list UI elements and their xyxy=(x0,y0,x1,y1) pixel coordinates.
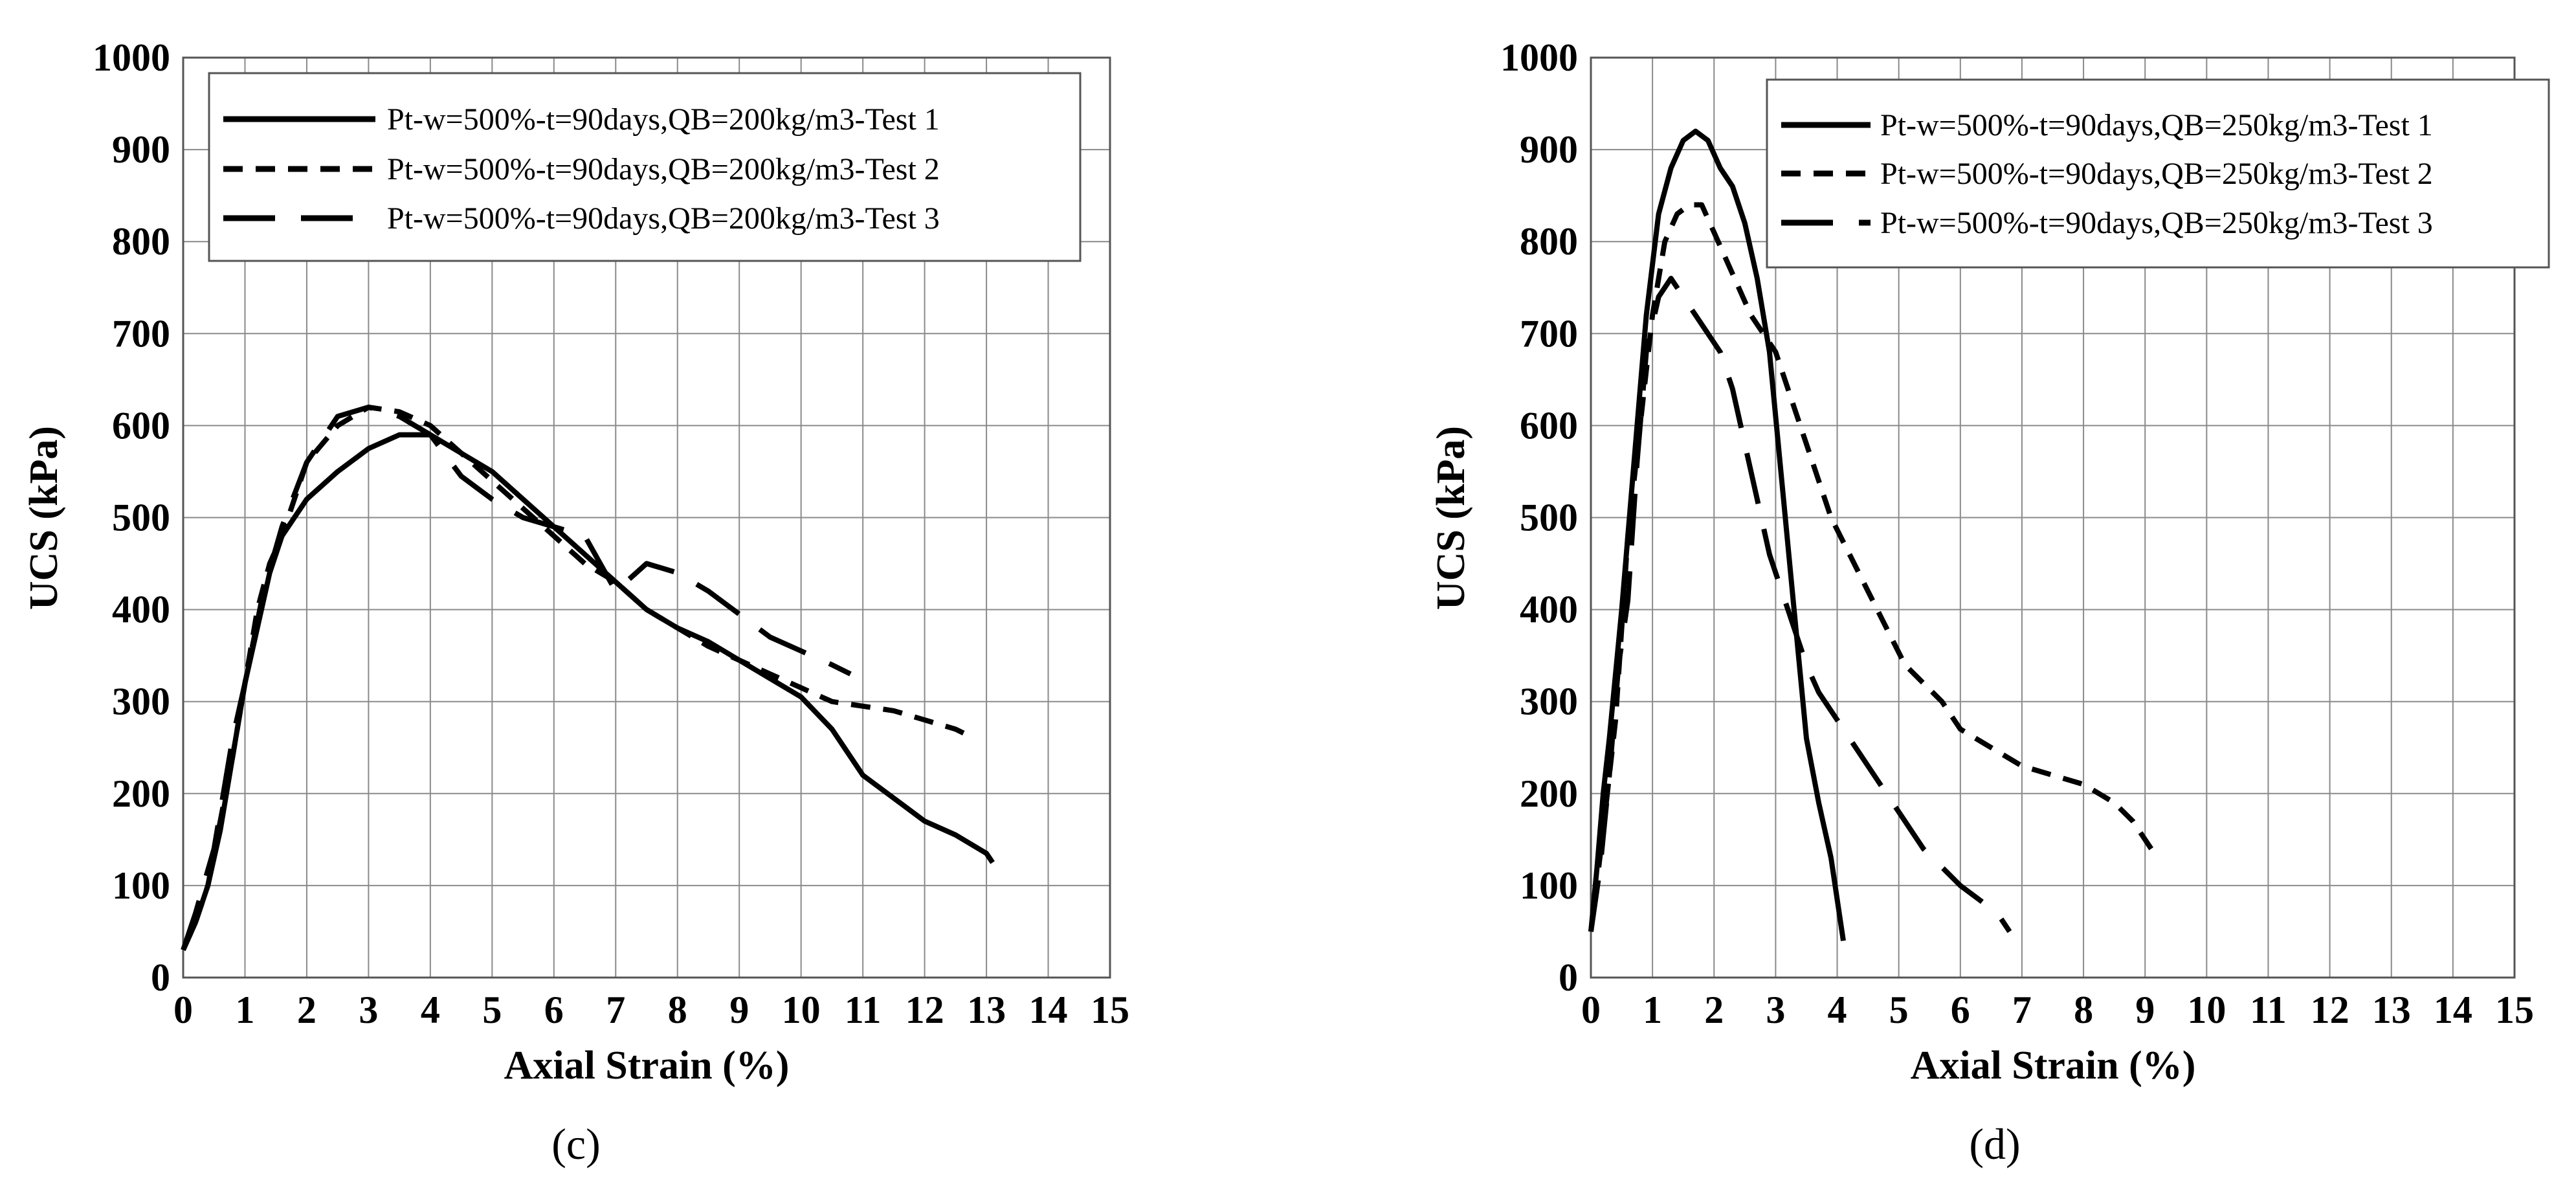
x-tick-label-c-12: 12 xyxy=(905,989,944,1031)
y-tick-label-c-4: 400 xyxy=(112,588,170,631)
x-ticks-d: 0 1 2 3 4 5 6 7 8 9 10 11 12 13 14 15 xyxy=(1581,989,2534,1031)
panel-label-c: (c) xyxy=(551,1119,600,1169)
y-tick-label-c-10: 1000 xyxy=(93,36,170,79)
y-tick-label-d-2: 200 xyxy=(1520,772,1578,815)
x-tick-label-d-8: 8 xyxy=(2074,989,2093,1031)
y-tick-label-c-0: 0 xyxy=(151,956,170,999)
series-line-d-test-1 xyxy=(1588,128,1846,941)
y-tick-label-c-3: 300 xyxy=(112,680,170,723)
x-tick-label-d-11: 11 xyxy=(2250,989,2287,1031)
series-line-c-test-3 xyxy=(181,405,852,951)
plot-frame-c xyxy=(182,56,1111,979)
x-tick-label-c-6: 6 xyxy=(544,989,564,1031)
x-tick-label-d-3: 3 xyxy=(1766,989,1785,1031)
x-tick-label-c-10: 10 xyxy=(782,989,821,1031)
y-tick-label-c-5: 500 xyxy=(112,497,170,539)
x-tick-label-d-1: 1 xyxy=(1643,989,1662,1031)
x-axis-title-d: Axial Strain (%) xyxy=(1911,1044,2196,1088)
x-axis-title-c: Axial Strain (%) xyxy=(504,1044,790,1088)
x-tick-label-c-13: 13 xyxy=(967,989,1006,1031)
series-line-d-test-2 xyxy=(1588,202,2154,932)
legend-label-d-3: Pt-w=500%-t=90days,QB=250kg/m3-Test 3 xyxy=(1880,206,2433,240)
x-tick-label-c-2: 2 xyxy=(297,989,316,1031)
x-tick-label-d-9: 9 xyxy=(2135,989,2155,1031)
legend-label-d-1: Pt-w=500%-t=90days,QB=250kg/m3-Test 1 xyxy=(1880,108,2433,142)
series-line-d-test-3 xyxy=(1588,276,2012,934)
y-tick-label-d-4: 400 xyxy=(1520,588,1578,631)
x-tick-label-d-15: 15 xyxy=(2495,989,2534,1031)
panel-label-d: (d) xyxy=(1969,1119,2020,1169)
x-tick-label-c-1: 1 xyxy=(235,989,254,1031)
x-tick-label-c-14: 14 xyxy=(1029,989,1068,1031)
x-tick-label-d-12: 12 xyxy=(2311,989,2349,1031)
y-tick-label-d-8: 800 xyxy=(1520,220,1578,263)
x-tick-label-d-13: 13 xyxy=(2372,989,2411,1031)
x-tick-label-c-8: 8 xyxy=(668,989,687,1031)
y-tick-label-c-8: 800 xyxy=(112,220,170,263)
legend-label-c-3: Pt-w=500%-t=90days,QB=200kg/m3-Test 3 xyxy=(387,201,940,236)
legend-label-c-1: Pt-w=500%-t=90days,QB=200kg/m3-Test 1 xyxy=(387,102,940,137)
x-tick-label-d-0: 0 xyxy=(1581,989,1601,1031)
x-tick-label-d-10: 10 xyxy=(2187,989,2226,1031)
series-line-c-test-1 xyxy=(181,432,995,952)
y-tick-label-c-9: 900 xyxy=(112,128,170,171)
y-tick-label-d-0: 0 xyxy=(1559,956,1578,999)
y-tick-label-c-6: 600 xyxy=(112,404,170,447)
x-tick-label-d-4: 4 xyxy=(1828,989,1847,1031)
x-ticks-c: 0 1 2 3 4 5 6 7 8 9 10 11 12 13 14 15 xyxy=(173,989,1129,1031)
y-ticks-d: 0 100 200 300 400 500 600 700 800 900 1000 xyxy=(1500,36,1578,999)
x-tick-label-d-5: 5 xyxy=(1889,989,1909,1031)
x-tick-label-c-11: 11 xyxy=(845,989,882,1031)
x-tick-label-c-5: 5 xyxy=(482,989,502,1031)
y-axis-title-d: UCS (kPa) xyxy=(1429,426,1473,610)
series-d xyxy=(1588,128,2154,941)
legend-label-c-2: Pt-w=500%-t=90days,QB=200kg/m3-Test 2 xyxy=(387,152,940,186)
y-tick-label-c-7: 700 xyxy=(112,312,170,355)
x-tick-label-c-3: 3 xyxy=(359,989,378,1031)
y-tick-label-d-5: 500 xyxy=(1520,497,1578,539)
x-tick-label-c-0: 0 xyxy=(173,989,193,1031)
x-tick-label-c-4: 4 xyxy=(421,989,440,1031)
x-tick-label-d-14: 14 xyxy=(2434,989,2472,1031)
y-tick-label-d-7: 700 xyxy=(1520,312,1578,355)
y-axis-title-c: UCS (kPa) xyxy=(22,426,66,610)
y-tick-label-c-2: 200 xyxy=(112,772,170,815)
x-tick-label-c-7: 7 xyxy=(606,989,625,1031)
series-c xyxy=(181,405,995,952)
x-tick-label-d-6: 6 xyxy=(1951,989,1970,1031)
x-tick-label-d-7: 7 xyxy=(2012,989,2032,1031)
plot-frame-d xyxy=(1590,56,2516,979)
x-tick-label-d-2: 2 xyxy=(1704,989,1724,1031)
y-tick-label-d-6: 600 xyxy=(1520,404,1578,447)
x-tick-label-c-9: 9 xyxy=(729,989,749,1031)
legend-label-d-2: Pt-w=500%-t=90days,QB=250kg/m3-Test 2 xyxy=(1880,157,2433,191)
y-tick-label-c-1: 100 xyxy=(112,864,170,907)
legend-d: Pt-w=500%-t=90days,QB=250kg/m3-Test 1 Pt… xyxy=(1766,78,2550,269)
y-tick-label-d-1: 100 xyxy=(1520,864,1578,907)
legend-box-d xyxy=(1766,78,2550,269)
legend-c: Pt-w=500%-t=90days,QB=200kg/m3-Test 1 Pt… xyxy=(208,72,1082,262)
y-tick-label-d-10: 1000 xyxy=(1500,36,1578,79)
series-line-c-test-2 xyxy=(181,405,975,952)
y-ticks-c: 0 100 200 300 400 500 600 700 800 900 1000 xyxy=(93,36,170,999)
y-tick-label-d-9: 900 xyxy=(1520,128,1578,171)
y-tick-label-d-3: 300 xyxy=(1520,680,1578,723)
x-tick-label-c-15: 15 xyxy=(1091,989,1129,1031)
